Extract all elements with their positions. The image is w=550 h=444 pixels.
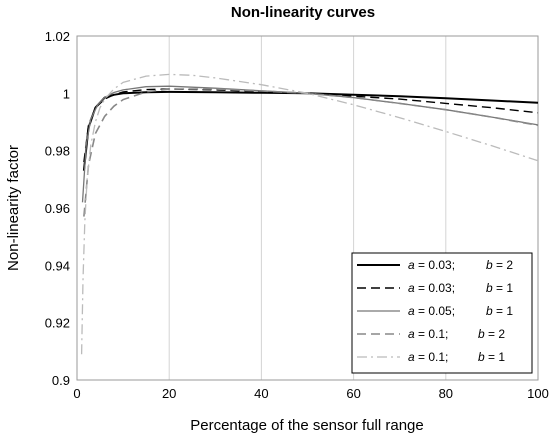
x-tick-label: 80 [439, 386, 453, 401]
x-tick-label: 100 [527, 386, 549, 401]
chart-title: Non-linearity curves [231, 4, 375, 21]
x-tick-label: 0 [73, 386, 80, 401]
series-line [82, 90, 539, 171]
legend-label: a = 0.1; [408, 350, 448, 364]
y-tick-label: 0.96 [45, 201, 70, 216]
plot-frame [76, 35, 539, 381]
legend-label: b = 2 [478, 327, 505, 341]
y-tick-label: 0.94 [45, 258, 70, 273]
legend-label: b = 1 [486, 304, 513, 318]
y-axis-label: Non-linearity factor [5, 145, 22, 271]
x-axis-label: Percentage of the sensor full range [190, 417, 423, 434]
x-tick-label: 20 [162, 386, 176, 401]
legend-label: a = 0.1; [408, 327, 448, 341]
legend: a = 0.03; b = 2 a = 0.03; b = 1 a = 0.05; b =… [351, 252, 533, 374]
y-tick-label: 1.02 [45, 29, 70, 44]
y-tick-label: 0.98 [45, 144, 70, 159]
series-group [80, 73, 539, 355]
y-tick-label: 0.92 [45, 316, 70, 331]
series-line [81, 85, 539, 203]
legend-box [351, 252, 533, 374]
legend-label: a = 0.03; [408, 258, 455, 272]
series-line [80, 73, 539, 355]
ticks: 0 20 40 60 80 100 0.9 0.92 0.94 0.96 0.98 1 1.02 [45, 29, 549, 401]
x-tick-label: 40 [254, 386, 268, 401]
series-line [83, 88, 539, 217]
x-tick-label: 60 [346, 386, 360, 401]
legend-label: b = 1 [478, 350, 505, 364]
legend-label: a = 0.03; [408, 281, 455, 295]
legend-label: a = 0.05; [408, 304, 455, 318]
legend-label: b = 2 [486, 258, 513, 272]
y-tick-label: 0.9 [52, 373, 70, 388]
y-tick-label: 1 [63, 86, 70, 101]
legend-label: b = 1 [486, 281, 513, 295]
